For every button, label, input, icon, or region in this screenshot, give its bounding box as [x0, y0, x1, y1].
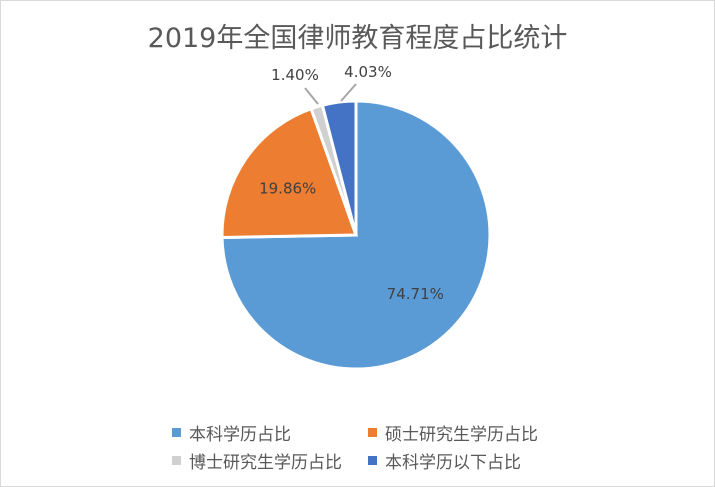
legend-swatch	[172, 455, 181, 465]
data-label: 4.03%	[344, 63, 392, 81]
legend-label: 本科学历占比	[189, 424, 291, 445]
legend-swatch	[172, 427, 181, 437]
legend-item: 硕士研究生学历占比	[368, 420, 564, 445]
data-label: 74.71%	[387, 285, 444, 303]
legend-swatch	[368, 427, 377, 437]
chart-title: 2019年全国律师教育程度占比统计	[147, 23, 568, 54]
legend-item: 博士研究生学历占比	[172, 448, 368, 473]
legend-item: 本科学历以下占比	[368, 448, 564, 473]
legend-item: 本科学历占比	[172, 420, 368, 445]
data-label: 19.86%	[259, 180, 316, 198]
legend-label: 博士研究生学历占比	[189, 452, 342, 473]
leader-line	[340, 83, 357, 102]
legend-label: 硕士研究生学历占比	[385, 424, 538, 445]
leader-line	[304, 87, 319, 105]
data-label: 1.40%	[271, 66, 319, 84]
legend-swatch	[368, 455, 377, 465]
legend-label: 本科学历以下占比	[385, 452, 521, 473]
pie-slice	[320, 99, 358, 236]
legend: 本科学历占比 硕士研究生学历占比 博士研究生学历占比 本科学历以下占比	[172, 418, 564, 474]
